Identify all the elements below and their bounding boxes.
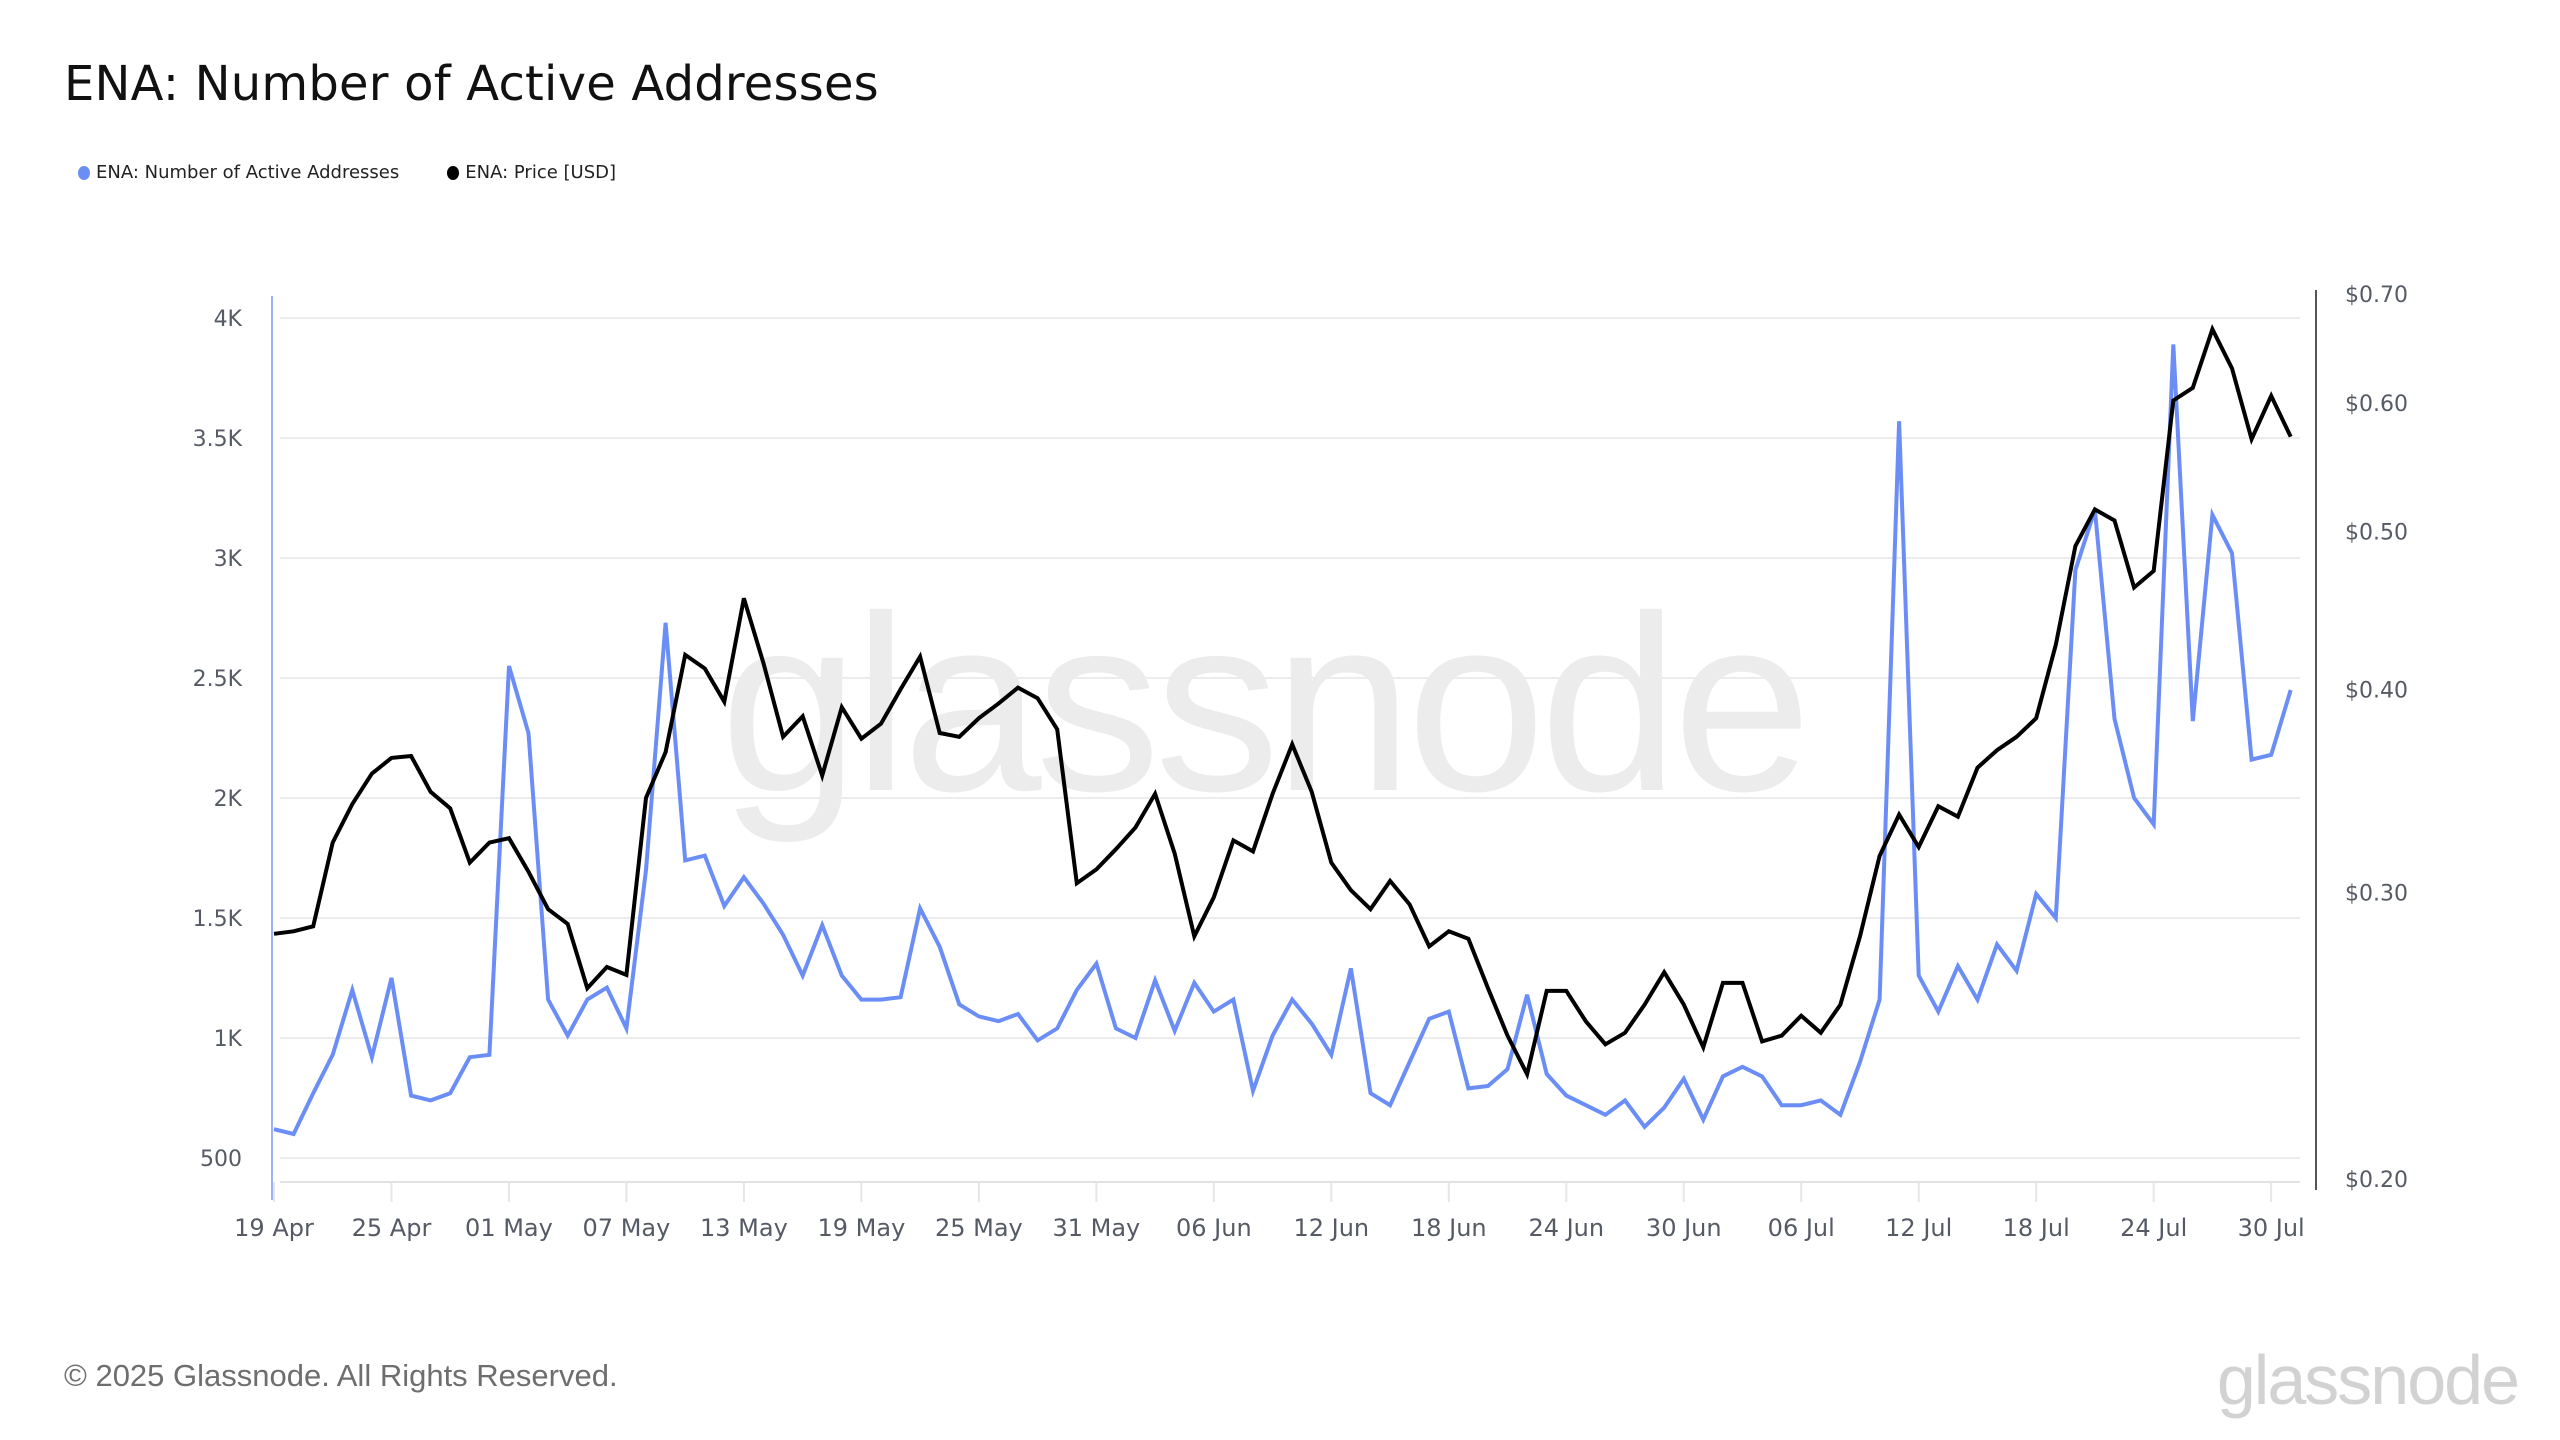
legend-dot-icon xyxy=(78,165,90,180)
legend-label: ENA: Number of Active Addresses xyxy=(96,162,400,183)
x-tick-label: 19 May xyxy=(818,1214,906,1242)
y-left-tick-label: 3.5K xyxy=(193,427,243,452)
y-left-tick-label: 2K xyxy=(214,787,243,812)
legend-item-active-addresses[interactable]: ENA: Number of Active Addresses xyxy=(78,162,399,183)
y-left-tick-label: 3K xyxy=(214,547,243,572)
glassnode-logo: glassnode xyxy=(2216,1341,2520,1419)
y-right-tick-label: $0.70 xyxy=(2345,283,2408,308)
y-left-tick-label: 1K xyxy=(214,1027,243,1052)
x-tick-label: 12 Jun xyxy=(1293,1214,1369,1242)
y-axis-left: 500 1K 1.5K 2K 2.5K 3K 3.5K 4K xyxy=(193,296,273,1200)
x-tick-label: 25 May xyxy=(935,1214,1023,1242)
y-right-tick-label: $0.20 xyxy=(2345,1168,2408,1193)
y-left-tick-label: 500 xyxy=(200,1147,242,1172)
price-line[interactable] xyxy=(273,323,2293,1080)
x-tick-label: 07 May xyxy=(583,1214,671,1242)
y-right-tick-label: $0.30 xyxy=(2345,882,2408,907)
y-left-tick-label: 4K xyxy=(214,307,243,332)
copyright-text: © 2025 Glassnode. All Rights Reserved. xyxy=(64,1358,618,1393)
y-right-tick-label: $0.40 xyxy=(2345,678,2408,703)
x-tick-label: 19 Apr xyxy=(234,1214,314,1242)
x-tick-label: 30 Jun xyxy=(1646,1214,1722,1242)
legend-item-price[interactable]: ENA: Price [USD] xyxy=(447,162,616,183)
legend-dot-icon xyxy=(447,165,460,180)
chart-title: ENA: Number of Active Addresses xyxy=(64,56,879,112)
x-tick-label: 13 May xyxy=(700,1214,788,1242)
x-tick-label: 06 Jun xyxy=(1176,1214,1252,1242)
x-tick-label: 25 Apr xyxy=(352,1214,432,1242)
y-right-tick-label: $0.50 xyxy=(2345,521,2408,546)
x-tick-label: 24 Jul xyxy=(2120,1214,2187,1242)
legend: ENA: Number of Active Addresses ENA: Pri… xyxy=(78,162,616,183)
x-tick-label: 31 May xyxy=(1052,1214,1140,1242)
x-tick-label: 06 Jul xyxy=(1768,1214,1835,1242)
x-tick-label: 01 May xyxy=(465,1214,553,1242)
x-tick-label: 12 Jul xyxy=(1885,1214,1952,1242)
y-left-tick-label: 2.5K xyxy=(193,667,243,692)
x-tick-label: 30 Jul xyxy=(2238,1214,2305,1242)
x-tick-label: 18 Jun xyxy=(1411,1214,1487,1242)
active-addresses-line[interactable] xyxy=(273,344,2293,1137)
legend-label: ENA: Price [USD] xyxy=(465,162,617,183)
x-tick-label: 18 Jul xyxy=(2003,1214,2070,1242)
y-axis-right: $0.20 $0.30 $0.40 $0.50 $0.60 $0.70 xyxy=(2315,283,2408,1193)
y-left-tick-label: 1.5K xyxy=(193,907,243,932)
x-axis: 19 Apr 25 Apr 01 May 07 May 13 May 19 May 25 M… xyxy=(234,1182,2305,1242)
watermark-logo: glassnode xyxy=(720,564,1812,843)
x-tick-label: 24 Jun xyxy=(1528,1214,1604,1242)
y-right-tick-label: $0.60 xyxy=(2345,392,2408,417)
